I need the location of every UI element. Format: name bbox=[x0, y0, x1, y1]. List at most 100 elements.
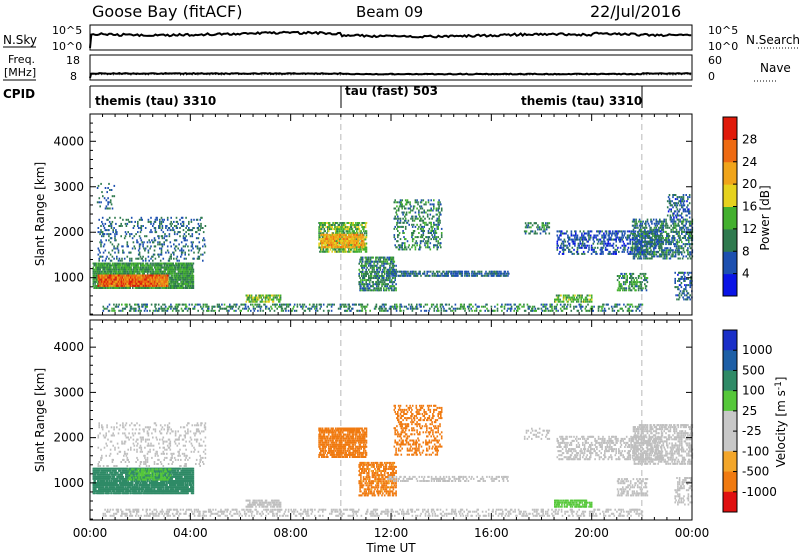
scatter-cell bbox=[162, 270, 165, 273]
scatter-cell bbox=[159, 274, 162, 277]
scatter-cell bbox=[340, 242, 342, 244]
scatter-cell bbox=[360, 235, 362, 238]
scatter-cell bbox=[327, 228, 330, 231]
scatter-cell bbox=[96, 280, 98, 283]
scatter-cell bbox=[459, 307, 462, 310]
scatter-cell bbox=[190, 218, 193, 221]
scatter-cell bbox=[438, 205, 440, 208]
scatter-cell bbox=[332, 240, 334, 242]
scatter-cell bbox=[151, 264, 153, 267]
scatter-cell bbox=[407, 307, 409, 310]
scatter-cell bbox=[349, 305, 351, 308]
scatter-cell bbox=[156, 276, 158, 279]
scatter-cell bbox=[496, 272, 499, 275]
scatter-cell bbox=[113, 274, 115, 277]
scatter-cell bbox=[101, 262, 103, 265]
scatter-cell bbox=[591, 309, 594, 312]
scatter-cell bbox=[144, 247, 147, 250]
scatter-cell bbox=[151, 278, 153, 281]
scatter-cell bbox=[155, 282, 158, 285]
scatter-cell bbox=[436, 219, 439, 222]
scatter-cell bbox=[555, 298, 558, 301]
scatter-cell bbox=[257, 303, 259, 306]
scatter-cell bbox=[549, 303, 551, 306]
scatter-cell bbox=[363, 248, 366, 251]
scatter-cell bbox=[180, 274, 182, 277]
scatter-cell bbox=[392, 262, 395, 265]
scatter-cell bbox=[544, 305, 546, 308]
scatter-cell bbox=[120, 222, 122, 225]
scatter-cell bbox=[181, 285, 183, 287]
scatter-cell bbox=[260, 294, 262, 297]
scatter-cell bbox=[417, 201, 419, 204]
scatter-cell bbox=[348, 233, 350, 236]
scatter-cell bbox=[435, 223, 438, 226]
scatter-cell bbox=[322, 240, 325, 242]
scatter-cell bbox=[186, 272, 188, 275]
scatter-cell bbox=[437, 236, 439, 239]
scatter-cell bbox=[556, 240, 559, 243]
scatter-cell bbox=[165, 227, 167, 229]
scatter-cell bbox=[253, 298, 255, 301]
scatter-cell bbox=[321, 242, 324, 244]
scatter-cell bbox=[422, 230, 425, 232]
scatter-cell bbox=[170, 272, 173, 275]
scatter-cell bbox=[128, 264, 131, 267]
scatter-cell bbox=[115, 280, 117, 283]
scatter-cell bbox=[127, 245, 129, 248]
scatter-cell bbox=[134, 282, 136, 285]
scatter-cell bbox=[376, 289, 379, 292]
scatter-cell bbox=[541, 226, 544, 229]
scatter-cell bbox=[426, 213, 429, 216]
scatter-cell bbox=[119, 284, 122, 287]
scatter-cell bbox=[180, 251, 183, 254]
scatter-cell bbox=[419, 215, 421, 218]
scatter-cell bbox=[146, 268, 149, 271]
scatter-cell bbox=[175, 262, 178, 265]
scatter-cell bbox=[159, 274, 161, 277]
scatter-cell bbox=[629, 305, 631, 308]
scatter-cell bbox=[360, 264, 362, 267]
scatter-cell bbox=[580, 298, 582, 301]
scatter-cell bbox=[135, 280, 137, 283]
scatter-cell bbox=[176, 278, 179, 281]
scatter-cell bbox=[523, 309, 526, 312]
scatter-cell bbox=[397, 244, 400, 247]
scatter-cell bbox=[121, 303, 123, 306]
scatter-cell bbox=[166, 216, 169, 219]
scatter-cell bbox=[435, 240, 438, 243]
scatter-cell bbox=[362, 246, 365, 249]
scatter-cell bbox=[350, 240, 353, 242]
scatter-cell bbox=[159, 280, 161, 283]
scatter-cell bbox=[481, 274, 484, 277]
scatter-cell bbox=[351, 224, 354, 226]
freq-label-1: Freq. bbox=[8, 53, 35, 66]
scatter-cell bbox=[191, 266, 194, 269]
scatter-cell bbox=[411, 305, 414, 308]
scatter-cell bbox=[322, 232, 325, 235]
scatter-cell bbox=[351, 307, 353, 310]
scatter-cell bbox=[169, 255, 172, 258]
scatter-cell bbox=[373, 289, 375, 292]
scatter-cell bbox=[456, 274, 458, 277]
scatter-cell bbox=[335, 222, 338, 224]
scatter-cell bbox=[135, 282, 137, 285]
scatter-cell bbox=[484, 309, 486, 312]
scatter-cell bbox=[134, 220, 136, 223]
scatter-cell bbox=[136, 262, 138, 265]
scatter-cell bbox=[146, 245, 149, 248]
scatter-cell bbox=[228, 309, 230, 312]
scatter-cell bbox=[154, 303, 156, 306]
scatter-cell bbox=[172, 307, 175, 310]
scatter-cell bbox=[98, 259, 100, 262]
scatter-cell bbox=[388, 287, 390, 290]
scatter-cell bbox=[152, 255, 154, 258]
scatter-cell bbox=[162, 287, 165, 289]
scatter-cell bbox=[396, 270, 399, 273]
scatter-cell bbox=[376, 283, 379, 286]
scatter-cell bbox=[186, 282, 188, 285]
scatter-cell bbox=[124, 264, 126, 267]
scatter-cell bbox=[504, 274, 507, 277]
scatter-cell bbox=[155, 272, 158, 275]
scatter-cell bbox=[175, 257, 178, 260]
